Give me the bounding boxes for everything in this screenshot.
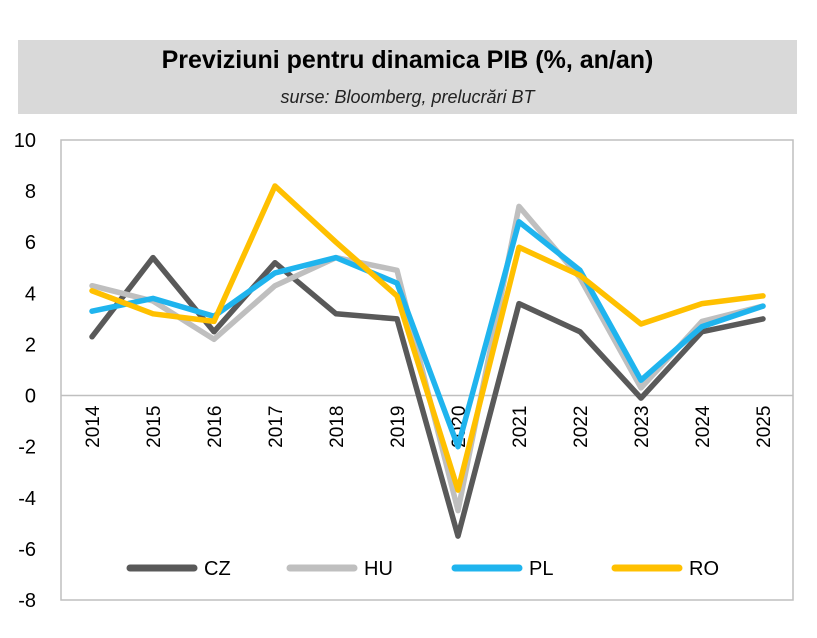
x-tick-label: 2025 bbox=[754, 406, 775, 448]
y-tick-label: -6 bbox=[18, 539, 36, 561]
y-tick-label: -4 bbox=[18, 488, 36, 510]
y-tick-label: 8 bbox=[25, 181, 36, 203]
y-tick-label: 6 bbox=[25, 232, 36, 254]
x-tick-label: 2016 bbox=[205, 406, 226, 448]
y-axis: 10 8 6 4 2 0 -2 -4 -6 -8 bbox=[14, 130, 36, 612]
series-line-ro bbox=[89, 183, 766, 493]
legend: CZ HU PL RO bbox=[126, 558, 719, 580]
y-tick-label: -8 bbox=[18, 590, 36, 612]
y-tick-label: 4 bbox=[25, 283, 36, 305]
x-tick-label: 2019 bbox=[388, 406, 409, 448]
x-tick-label: 2023 bbox=[632, 406, 653, 448]
legend-label-pl: PL bbox=[529, 558, 553, 580]
x-tick-label: 2014 bbox=[83, 405, 104, 448]
x-axis: 2014 2015 2016 2017 2018 2019 2020 2021 2022 2023… bbox=[83, 405, 775, 448]
series-line-pl bbox=[89, 219, 766, 450]
y-tick-label: 2 bbox=[25, 334, 36, 356]
x-tick-label: 2018 bbox=[327, 406, 348, 448]
plot-area-border bbox=[60, 139, 794, 601]
legend-label-ro: RO bbox=[689, 558, 719, 580]
y-tick-label: 0 bbox=[25, 386, 36, 408]
chart-subtitle: surse: Bloomberg, prelucrări BT bbox=[280, 87, 535, 107]
series-lines bbox=[89, 183, 766, 539]
chart-title: Previziuni pentru dinamica PIB (%, an/an… bbox=[161, 46, 654, 74]
x-tick-label: 2024 bbox=[693, 405, 714, 448]
legend-label-cz: CZ bbox=[204, 558, 231, 580]
y-tick-label: -2 bbox=[18, 437, 36, 459]
x-tick-label: 2022 bbox=[571, 406, 592, 448]
chart-header: Previziuni pentru dinamica PIB (%, an/an… bbox=[18, 40, 797, 114]
x-tick-label: 2015 bbox=[144, 406, 165, 448]
legend-label-hu: HU bbox=[364, 558, 393, 580]
y-tick-label: 10 bbox=[14, 130, 36, 152]
x-tick-label: 2017 bbox=[266, 406, 287, 448]
x-tick-label: 2021 bbox=[510, 406, 531, 448]
